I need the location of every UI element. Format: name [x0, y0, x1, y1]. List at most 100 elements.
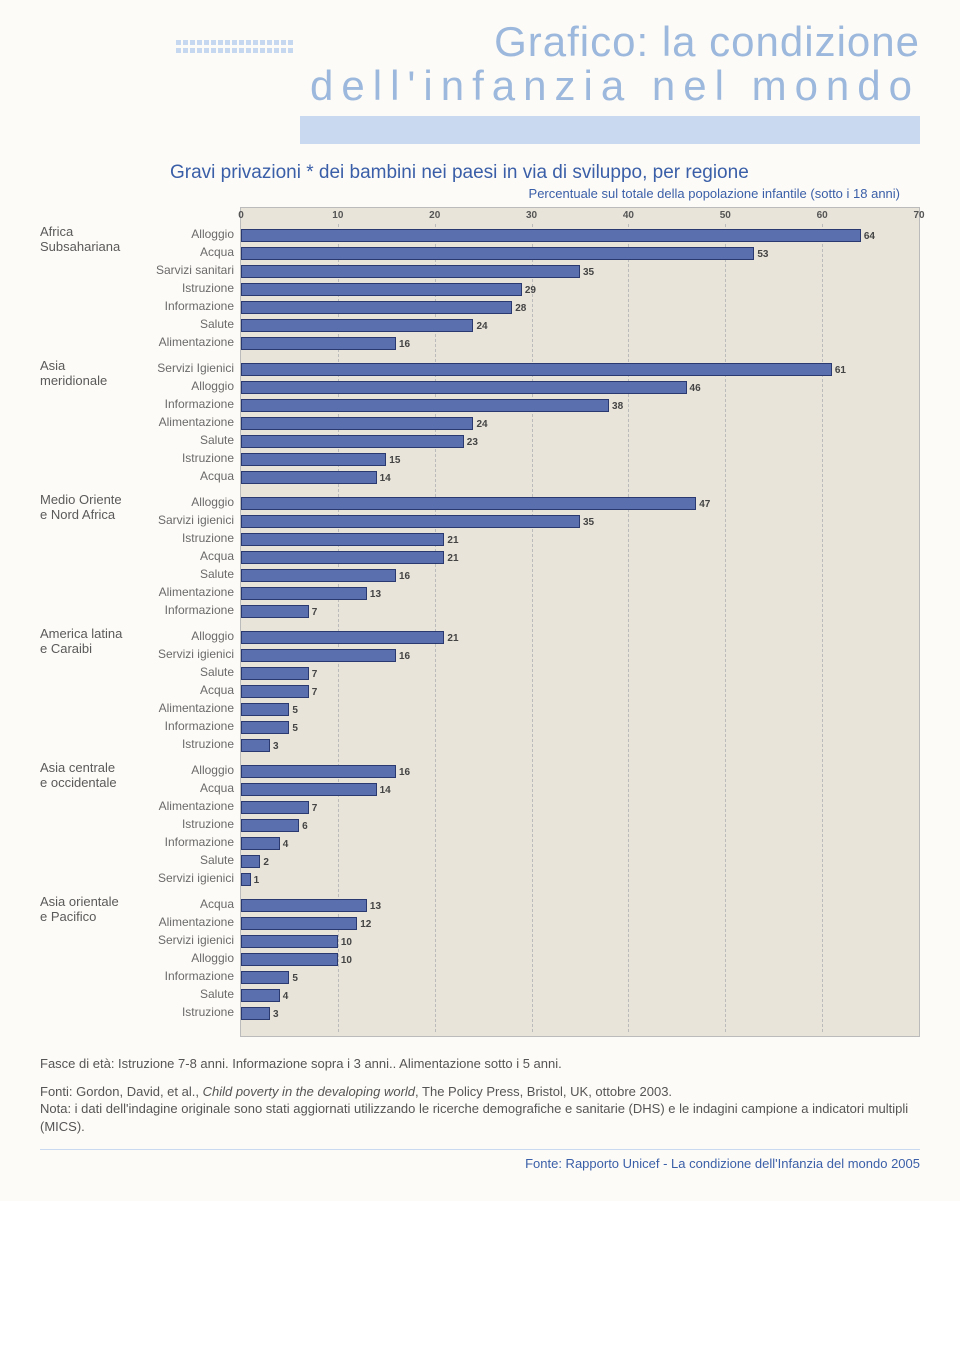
bar-row: 4	[241, 834, 919, 852]
row-label: Alloggio	[135, 225, 234, 243]
bar-row: 6	[241, 816, 919, 834]
bar-row: 23	[241, 432, 919, 450]
bar-row: 16	[241, 334, 919, 352]
bars-region: 13121010543	[241, 896, 919, 1022]
bar: 7	[241, 685, 309, 698]
bar: 14	[241, 471, 377, 484]
row-label: Istruzione	[135, 449, 234, 467]
row-label: Servizi igienici	[135, 931, 234, 949]
bar: 14	[241, 783, 377, 796]
bar-row: 28	[241, 298, 919, 316]
bar: 16	[241, 765, 396, 778]
row-label: Acqua	[135, 895, 234, 913]
bar-value: 7	[312, 668, 318, 681]
bar: 5	[241, 971, 289, 984]
bar: 29	[241, 283, 522, 296]
chart-area: AfricaSubsaharianaAlloggioAcquaSarvizi s…	[40, 207, 920, 1037]
row-label: Salute	[135, 431, 234, 449]
bar: 3	[241, 1007, 270, 1020]
bar-row: 53	[241, 244, 919, 262]
row-label: Acqua	[135, 681, 234, 699]
region-name: Asiameridionale	[40, 359, 135, 389]
bar-value: 46	[690, 382, 701, 395]
region-name: AfricaSubsahariana	[40, 225, 135, 255]
bar-row: 35	[241, 262, 919, 280]
row-label: Acqua	[135, 467, 234, 485]
row-label: Sarvizi igienici	[135, 511, 234, 529]
source-note: Fonti: Gordon, David, et al., Child pove…	[40, 1083, 920, 1136]
bars-region: 64 53 35 29 28 24 16	[241, 226, 919, 352]
age-note: Fasce di età: Istruzione 7-8 anni. Infor…	[40, 1055, 920, 1073]
xtick: 10	[332, 210, 343, 221]
row-label: Informazione	[135, 717, 234, 735]
bar-value: 53	[757, 248, 768, 261]
xtick: 20	[429, 210, 440, 221]
row-label: Acqua	[135, 779, 234, 797]
decorative-dots	[175, 38, 294, 54]
bars-region: 4735212116137	[241, 494, 919, 620]
x-axis: 010203040506070	[241, 208, 919, 226]
bar-value: 16	[399, 338, 410, 351]
row-label: Acqua	[135, 243, 234, 261]
footer-source: Fonte: Rapporto Unicef - La condizione d…	[40, 1149, 920, 1171]
bar: 21	[241, 533, 444, 546]
bar: 10	[241, 953, 338, 966]
bar-value: 7	[312, 802, 318, 815]
bar-row: 13	[241, 896, 919, 914]
bar-row: 47	[241, 494, 919, 512]
bar-value: 10	[341, 936, 352, 949]
bar-row: 64	[241, 226, 919, 244]
bar-value: 12	[360, 918, 371, 931]
bar-value: 7	[312, 686, 318, 699]
decorative-bar	[300, 116, 920, 144]
bar-value: 35	[583, 266, 594, 279]
bar-row: 1	[241, 870, 919, 888]
bar: 47	[241, 497, 696, 510]
bar-value: 16	[399, 650, 410, 663]
bar-value: 35	[583, 516, 594, 529]
region-group: Medio Orientee Nord AfricaAlloggioSarviz…	[40, 493, 234, 619]
bar: 3	[241, 739, 270, 752]
row-label: Istruzione	[135, 1003, 234, 1021]
bar-row: 3	[241, 736, 919, 754]
bar: 1	[241, 873, 251, 886]
bar: 23	[241, 435, 464, 448]
bar-value: 38	[612, 400, 623, 413]
bar-value: 24	[476, 320, 487, 333]
bar: 24	[241, 319, 473, 332]
bar: 2	[241, 855, 260, 868]
row-label: Istruzione	[135, 279, 234, 297]
xtick: 40	[623, 210, 634, 221]
bar: 64	[241, 229, 861, 242]
bar-value: 10	[341, 954, 352, 967]
bar-value: 28	[515, 302, 526, 315]
bars-region: 16 14 76 4 2 1	[241, 762, 919, 888]
row-label: Alloggio	[135, 493, 234, 511]
bar-row: 10	[241, 932, 919, 950]
bar-value: 4	[283, 990, 289, 1003]
bar-value: 21	[447, 632, 458, 645]
bar-row: 7	[241, 798, 919, 816]
bar: 21	[241, 551, 444, 564]
row-label: Salute	[135, 315, 234, 333]
bar: 28	[241, 301, 512, 314]
bar-value: 3	[273, 740, 279, 753]
region-group: America latinae CaraibiAlloggioServizi i…	[40, 627, 234, 753]
xtick: 60	[817, 210, 828, 221]
bar-value: 5	[292, 704, 298, 717]
bar: 15	[241, 453, 386, 466]
row-label: Salute	[135, 985, 234, 1003]
bar-row: 16	[241, 646, 919, 664]
row-label: Informazione	[135, 297, 234, 315]
row-label: Istruzione	[135, 735, 234, 753]
row-label: Alloggio	[135, 627, 234, 645]
bar: 21	[241, 631, 444, 644]
row-label: Alimentazione	[135, 797, 234, 815]
chart-title: Gravi privazioni * dei bambini nei paesi…	[170, 162, 920, 184]
row-label: Informazione	[135, 395, 234, 413]
bar: 61	[241, 363, 832, 376]
bar-value: 29	[525, 284, 536, 297]
bar-row: 29	[241, 280, 919, 298]
bar-row: 12	[241, 914, 919, 932]
bar-value: 4	[283, 838, 289, 851]
